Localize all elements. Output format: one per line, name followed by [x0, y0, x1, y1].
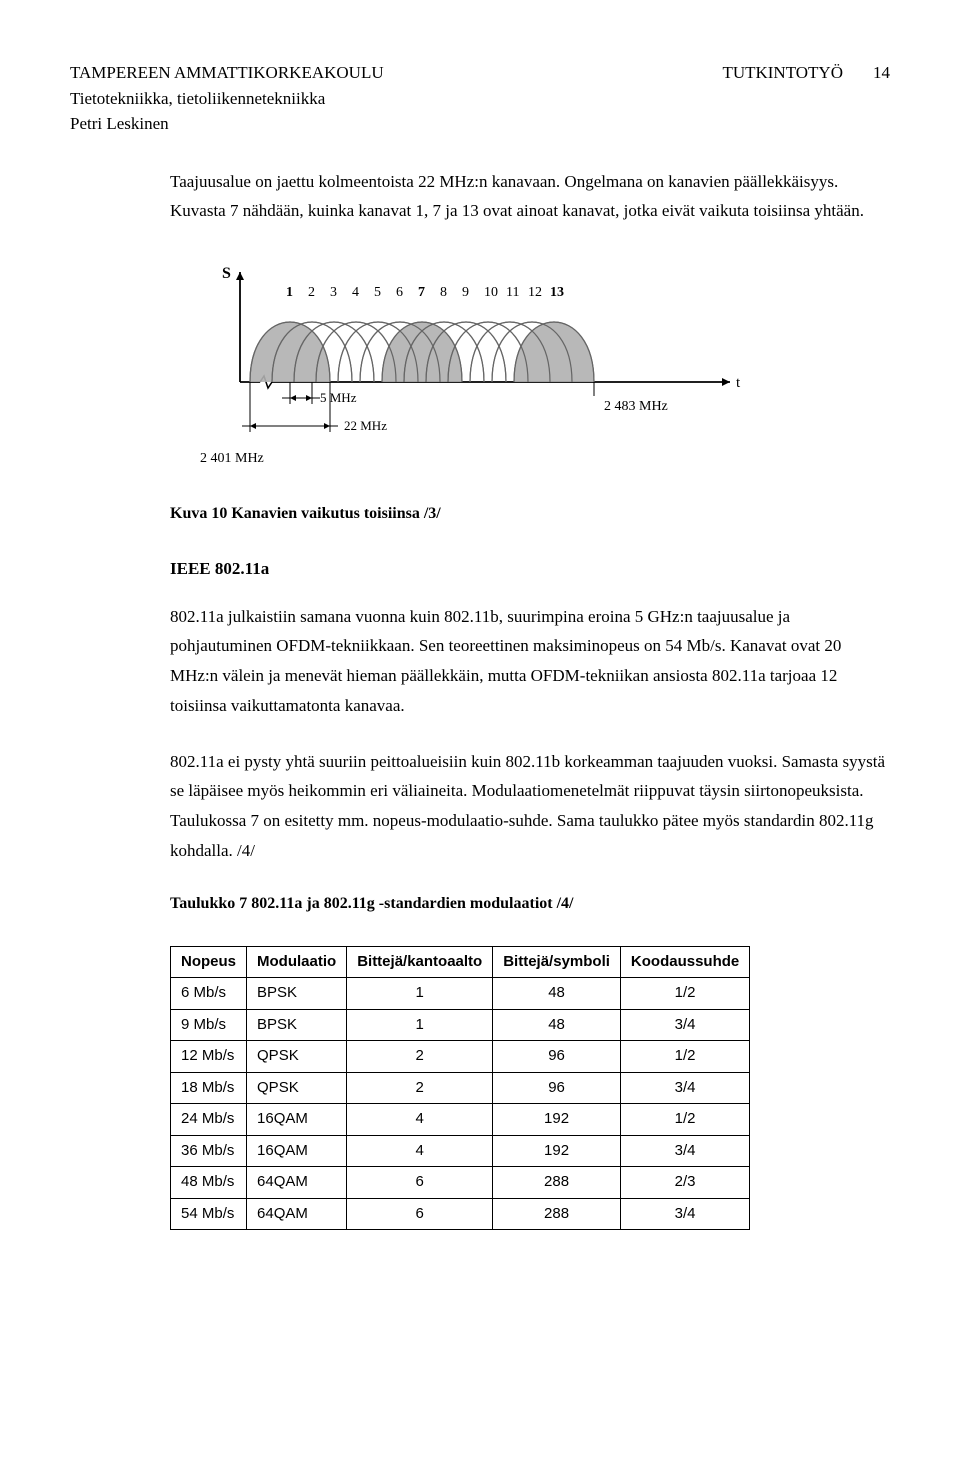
table-cell: 3/4 [620, 1072, 749, 1104]
table-cell: 1 [347, 978, 493, 1010]
table-header-cell: Bittejä/symboli [493, 946, 621, 978]
channel-diagram-svg: St123456789101112135 MHz22 MHz2 401 MHz2… [170, 252, 770, 482]
figure-10-caption: Kuva 10 Kanavien vaikutus toisiinsa /3/ [170, 502, 890, 526]
table-cell: 18 Mb/s [171, 1072, 247, 1104]
author-name: Petri Leskinen [70, 111, 384, 137]
table-row: 18 Mb/sQPSK2963/4 [171, 1072, 750, 1104]
table-7-caption: Taulukko 7 802.11a ja 802.11g -standardi… [170, 892, 890, 916]
svg-text:1: 1 [286, 285, 293, 300]
table-cell: 2/3 [620, 1167, 749, 1199]
university-name: TAMPEREEN AMMATTIKORKEAKOULU [70, 60, 384, 86]
svg-text:2: 2 [308, 285, 315, 300]
figure-10: St123456789101112135 MHz22 MHz2 401 MHz2… [170, 252, 890, 482]
header-right: TUTKINTOTYÖ 14 [722, 60, 890, 137]
table-cell: BPSK [247, 1009, 347, 1041]
table-cell: 16QAM [247, 1135, 347, 1167]
department-name: Tietotekniikka, tietoliikennetekniikka [70, 86, 384, 112]
table-cell: 1/2 [620, 1104, 749, 1136]
table-cell: 4 [347, 1104, 493, 1136]
table-cell: QPSK [247, 1072, 347, 1104]
modulation-table: NopeusModulaatioBittejä/kantoaaltoBittej… [170, 946, 750, 1231]
table-cell: 54 Mb/s [171, 1198, 247, 1230]
work-type-label: TUTKINTOTYÖ [722, 60, 843, 137]
svg-text:8: 8 [440, 285, 447, 300]
table-cell: 64QAM [247, 1167, 347, 1199]
svg-text:22 MHz: 22 MHz [344, 418, 387, 433]
table-cell: 1/2 [620, 1041, 749, 1073]
svg-text:12: 12 [528, 285, 542, 300]
table-cell: 96 [493, 1072, 621, 1104]
table-row: 24 Mb/s16QAM41921/2 [171, 1104, 750, 1136]
svg-text:t: t [736, 375, 741, 391]
table-cell: 192 [493, 1135, 621, 1167]
table-row: 12 Mb/sQPSK2961/2 [171, 1041, 750, 1073]
table-cell: 6 [347, 1198, 493, 1230]
table-cell: 4 [347, 1135, 493, 1167]
table-cell: 9 Mb/s [171, 1009, 247, 1041]
svg-text:2 483 MHz: 2 483 MHz [604, 399, 668, 414]
table-row: 36 Mb/s16QAM41923/4 [171, 1135, 750, 1167]
table-cell: 24 Mb/s [171, 1104, 247, 1136]
table-row: 9 Mb/sBPSK1483/4 [171, 1009, 750, 1041]
table-cell: 6 Mb/s [171, 978, 247, 1010]
table-cell: 3/4 [620, 1009, 749, 1041]
svg-text:9: 9 [462, 285, 469, 300]
table-cell: 48 Mb/s [171, 1167, 247, 1199]
page-number: 14 [873, 60, 890, 137]
table-cell: 16QAM [247, 1104, 347, 1136]
table-cell: 3/4 [620, 1198, 749, 1230]
table-row: 48 Mb/s64QAM62882/3 [171, 1167, 750, 1199]
table-cell: BPSK [247, 978, 347, 1010]
table-header-cell: Nopeus [171, 946, 247, 978]
table-7-wrap: NopeusModulaatioBittejä/kantoaaltoBittej… [170, 946, 890, 1231]
svg-text:S: S [222, 265, 231, 282]
table-row: 6 Mb/sBPSK1481/2 [171, 978, 750, 1010]
table-cell: 1/2 [620, 978, 749, 1010]
table-cell: 2 [347, 1072, 493, 1104]
svg-text:10: 10 [484, 285, 498, 300]
svg-text:13: 13 [550, 285, 564, 300]
table-cell: QPSK [247, 1041, 347, 1073]
table-header-cell: Modulaatio [247, 946, 347, 978]
svg-text:5: 5 [374, 285, 381, 300]
svg-text:5 MHz: 5 MHz [320, 390, 357, 405]
svg-text:4: 4 [352, 285, 359, 300]
table-cell: 288 [493, 1198, 621, 1230]
table-cell: 12 Mb/s [171, 1041, 247, 1073]
paragraph-2: 802.11a julkaistiin samana vuonna kuin 8… [170, 602, 890, 721]
table-header-cell: Koodaussuhde [620, 946, 749, 978]
table-cell: 48 [493, 1009, 621, 1041]
header-left: TAMPEREEN AMMATTIKORKEAKOULU Tietoteknii… [70, 60, 384, 137]
section-heading-80211a: IEEE 802.11a [170, 556, 890, 582]
table-cell: 64QAM [247, 1198, 347, 1230]
paragraph-3: 802.11a ei pysty yhtä suuriin peittoalue… [170, 747, 890, 866]
table-cell: 1 [347, 1009, 493, 1041]
page-header: TAMPEREEN AMMATTIKORKEAKOULU Tietoteknii… [70, 60, 890, 137]
table-cell: 36 Mb/s [171, 1135, 247, 1167]
table-header-cell: Bittejä/kantoaalto [347, 946, 493, 978]
table-cell: 2 [347, 1041, 493, 1073]
svg-text:2 401 MHz: 2 401 MHz [200, 451, 264, 466]
table-cell: 96 [493, 1041, 621, 1073]
table-cell: 3/4 [620, 1135, 749, 1167]
svg-text:11: 11 [506, 285, 519, 300]
table-row: 54 Mb/s64QAM62883/4 [171, 1198, 750, 1230]
table-cell: 192 [493, 1104, 621, 1136]
paragraph-1: Taajuusalue on jaettu kolmeentoista 22 M… [170, 167, 890, 227]
svg-text:3: 3 [330, 285, 337, 300]
svg-text:6: 6 [396, 285, 403, 300]
table-cell: 6 [347, 1167, 493, 1199]
svg-text:7: 7 [418, 285, 425, 300]
table-cell: 48 [493, 978, 621, 1010]
table-cell: 288 [493, 1167, 621, 1199]
